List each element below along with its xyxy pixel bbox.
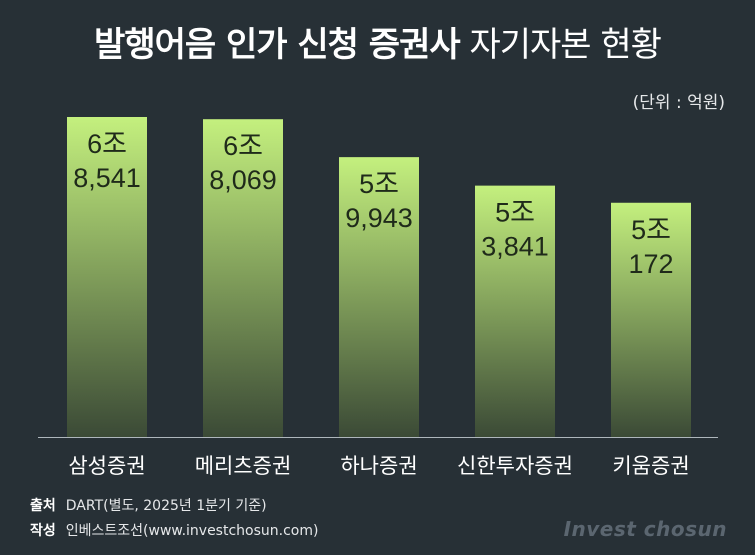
value-label: 5조 [359, 169, 399, 199]
title-light: 자기자본 현황 [469, 25, 661, 65]
category-label: 삼성증권 [68, 454, 145, 478]
source-label: 출처 [30, 498, 56, 514]
author-line: 작성 인베스트조선(www.investchosun.com) [30, 520, 318, 540]
bar-4 [475, 185, 555, 437]
value-label: 9,943 [345, 203, 413, 233]
source-line: 출처 DART(별도, 2025년 1분기 기준) [30, 495, 267, 515]
value-label: 8,069 [209, 165, 277, 195]
bar-5 [611, 202, 691, 437]
value-label: 6조 [223, 131, 263, 161]
category-label: 신한투자증권 [457, 454, 573, 478]
value-label: 172 [628, 249, 673, 279]
value-label: 5조 [495, 198, 535, 228]
chart-title: 발행어음 인가 신청 증권사 자기자본 현황 [0, 20, 755, 70]
title-bold: 발행어음 인가 신청 증권사 [94, 25, 461, 65]
category-label: 하나증권 [340, 454, 417, 478]
value-label: 8,541 [73, 163, 141, 193]
value-label: 3,841 [481, 232, 549, 262]
bar-3 [339, 157, 419, 437]
author-text: 인베스트조선(www.investchosun.com) [65, 523, 319, 539]
category-label: 키움증권 [612, 454, 689, 478]
category-label: 메리츠증권 [195, 454, 292, 478]
author-label: 작성 [30, 523, 56, 539]
unit-label: (단위 : 억원) [632, 93, 725, 113]
value-label: 6조 [87, 129, 127, 159]
source-text: DART(별도, 2025년 1분기 기준) [65, 498, 267, 514]
brand-logo: Invest chosun [563, 517, 727, 541]
bar-2 [203, 119, 283, 437]
value-label: 5조 [631, 215, 671, 245]
bar-1 [67, 117, 147, 437]
